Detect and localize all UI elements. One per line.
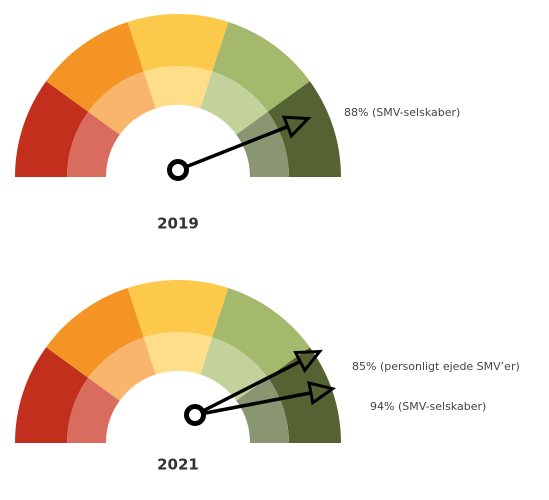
gauge-band-outer <box>127 279 229 338</box>
gauge-band-outer <box>267 81 341 177</box>
needle-head <box>307 381 337 406</box>
needle-head <box>293 349 323 374</box>
gauge-band-inner <box>200 71 268 135</box>
needle-label: 85% (personligt ejede SMV’er) <box>352 360 520 373</box>
gauge-band-outer <box>15 81 89 177</box>
needle <box>177 124 289 172</box>
gauge-band-inner <box>67 377 120 443</box>
gauge-band-outer <box>212 21 310 112</box>
gauge-band-inner <box>236 111 289 177</box>
needle-label: 88% (SMV-selskaber) <box>344 106 460 119</box>
needle <box>194 391 312 417</box>
gauge-band-outer <box>212 287 310 378</box>
gauge-band-inner <box>88 337 156 401</box>
gauge-band-outer <box>127 13 229 72</box>
needle-pivot <box>167 159 189 181</box>
needle-pivot <box>184 404 206 426</box>
needle-head <box>281 115 312 139</box>
gauge-band-inner <box>88 71 156 135</box>
gauge-title: 2019 <box>157 215 199 233</box>
needle <box>194 359 301 417</box>
gauge-band-outer <box>46 287 144 378</box>
gauge-band-inner <box>67 111 120 177</box>
needle-label: 94% (SMV-selskaber) <box>370 400 486 413</box>
gauge-band-outer <box>15 347 89 443</box>
gauge-band-inner <box>236 377 289 443</box>
gauge-band-outer <box>46 21 144 112</box>
gauge-band-inner <box>143 66 213 109</box>
gauge-band-inner <box>143 332 213 375</box>
gauge-title: 2021 <box>157 456 199 474</box>
